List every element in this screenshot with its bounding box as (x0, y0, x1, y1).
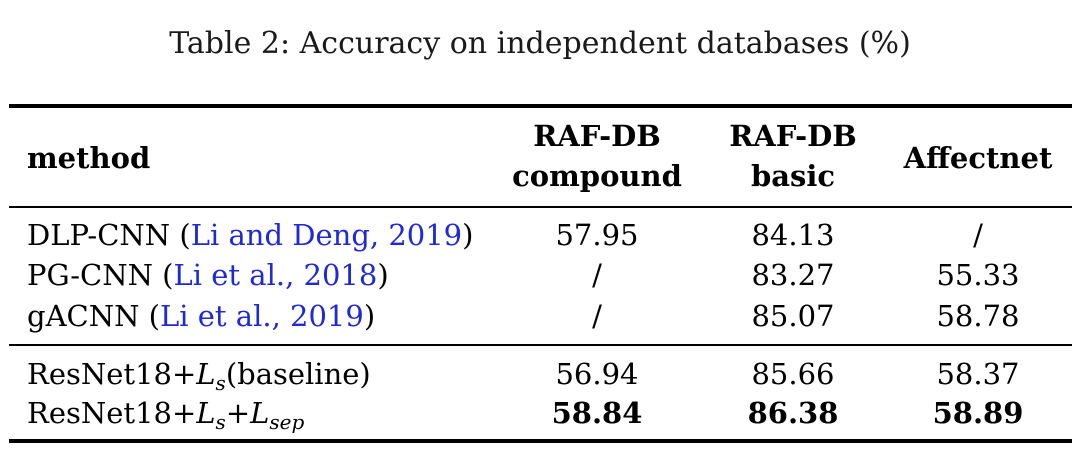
value-cell: / (592, 258, 602, 292)
value-cell: 84.13 (751, 218, 835, 252)
table-caption: Table 2: Accuracy on independent databas… (169, 26, 911, 61)
loss-subscript: sep (269, 410, 305, 434)
citation-link[interactable]: Li and Deng, 2019 (190, 218, 463, 252)
value-cell-best: 58.89 (932, 396, 1024, 430)
loss-symbol: L (196, 357, 216, 391)
bottom-rule (9, 439, 1072, 443)
header-affectnet: Affectnet (903, 141, 1053, 175)
method-name: DLP-CNN (27, 218, 171, 252)
method-prefix: ResNet18+ (27, 396, 197, 430)
method-name: gACNN (27, 299, 140, 333)
section-rule (9, 344, 1072, 346)
value-cell: 85.66 (751, 357, 835, 391)
value-cell: 57.95 (555, 218, 639, 252)
table-row: gACNN (Li et al., 2019) (27, 299, 376, 333)
method-suffix: (baseline) (225, 357, 371, 391)
value-cell: 58.78 (936, 299, 1020, 333)
loss-subscript: s (215, 371, 226, 395)
loss-symbol: L (250, 396, 270, 430)
value-cell: 58.37 (936, 357, 1020, 391)
value-cell: 85.07 (751, 299, 835, 333)
header-raf-db-basic-line1: RAF-DB (729, 119, 857, 153)
value-cell: / (592, 299, 602, 333)
value-cell-best: 58.84 (551, 396, 643, 430)
table-row: DLP-CNN (Li and Deng, 2019) (27, 218, 474, 252)
value-cell: 55.33 (936, 258, 1020, 292)
value-cell: / (973, 218, 983, 252)
method-name: PG-CNN (27, 258, 153, 292)
value-cell-best: 86.38 (747, 396, 839, 430)
value-cell: 83.27 (751, 258, 835, 292)
loss-symbol: L (196, 396, 216, 430)
table-row: ResNet18+Ls(baseline) (27, 355, 371, 402)
loss-subscript: s (215, 410, 226, 434)
header-raf-db-basic: RAF-DB basic (693, 116, 893, 196)
header-raf-db-compound-line1: RAF-DB (533, 119, 661, 153)
table-row: ResNet18+Ls+Lsep (27, 394, 304, 441)
header-method: method (27, 141, 151, 175)
header-raf-db-compound: RAF-DB compound (497, 116, 697, 196)
method-prefix: ResNet18+ (27, 357, 197, 391)
header-rule (9, 206, 1072, 208)
citation-link[interactable]: Li et al., 2019 (160, 299, 364, 333)
value-cell: 56.94 (555, 357, 639, 391)
citation-link[interactable]: Li et al., 2018 (173, 258, 378, 292)
plus-sign: + (225, 396, 251, 430)
header-raf-db-basic-line2: basic (750, 159, 836, 193)
table-row: PG-CNN (Li et al., 2018) (27, 258, 389, 292)
header-raf-db-compound-line2: compound (512, 159, 682, 193)
top-rule (9, 104, 1072, 108)
